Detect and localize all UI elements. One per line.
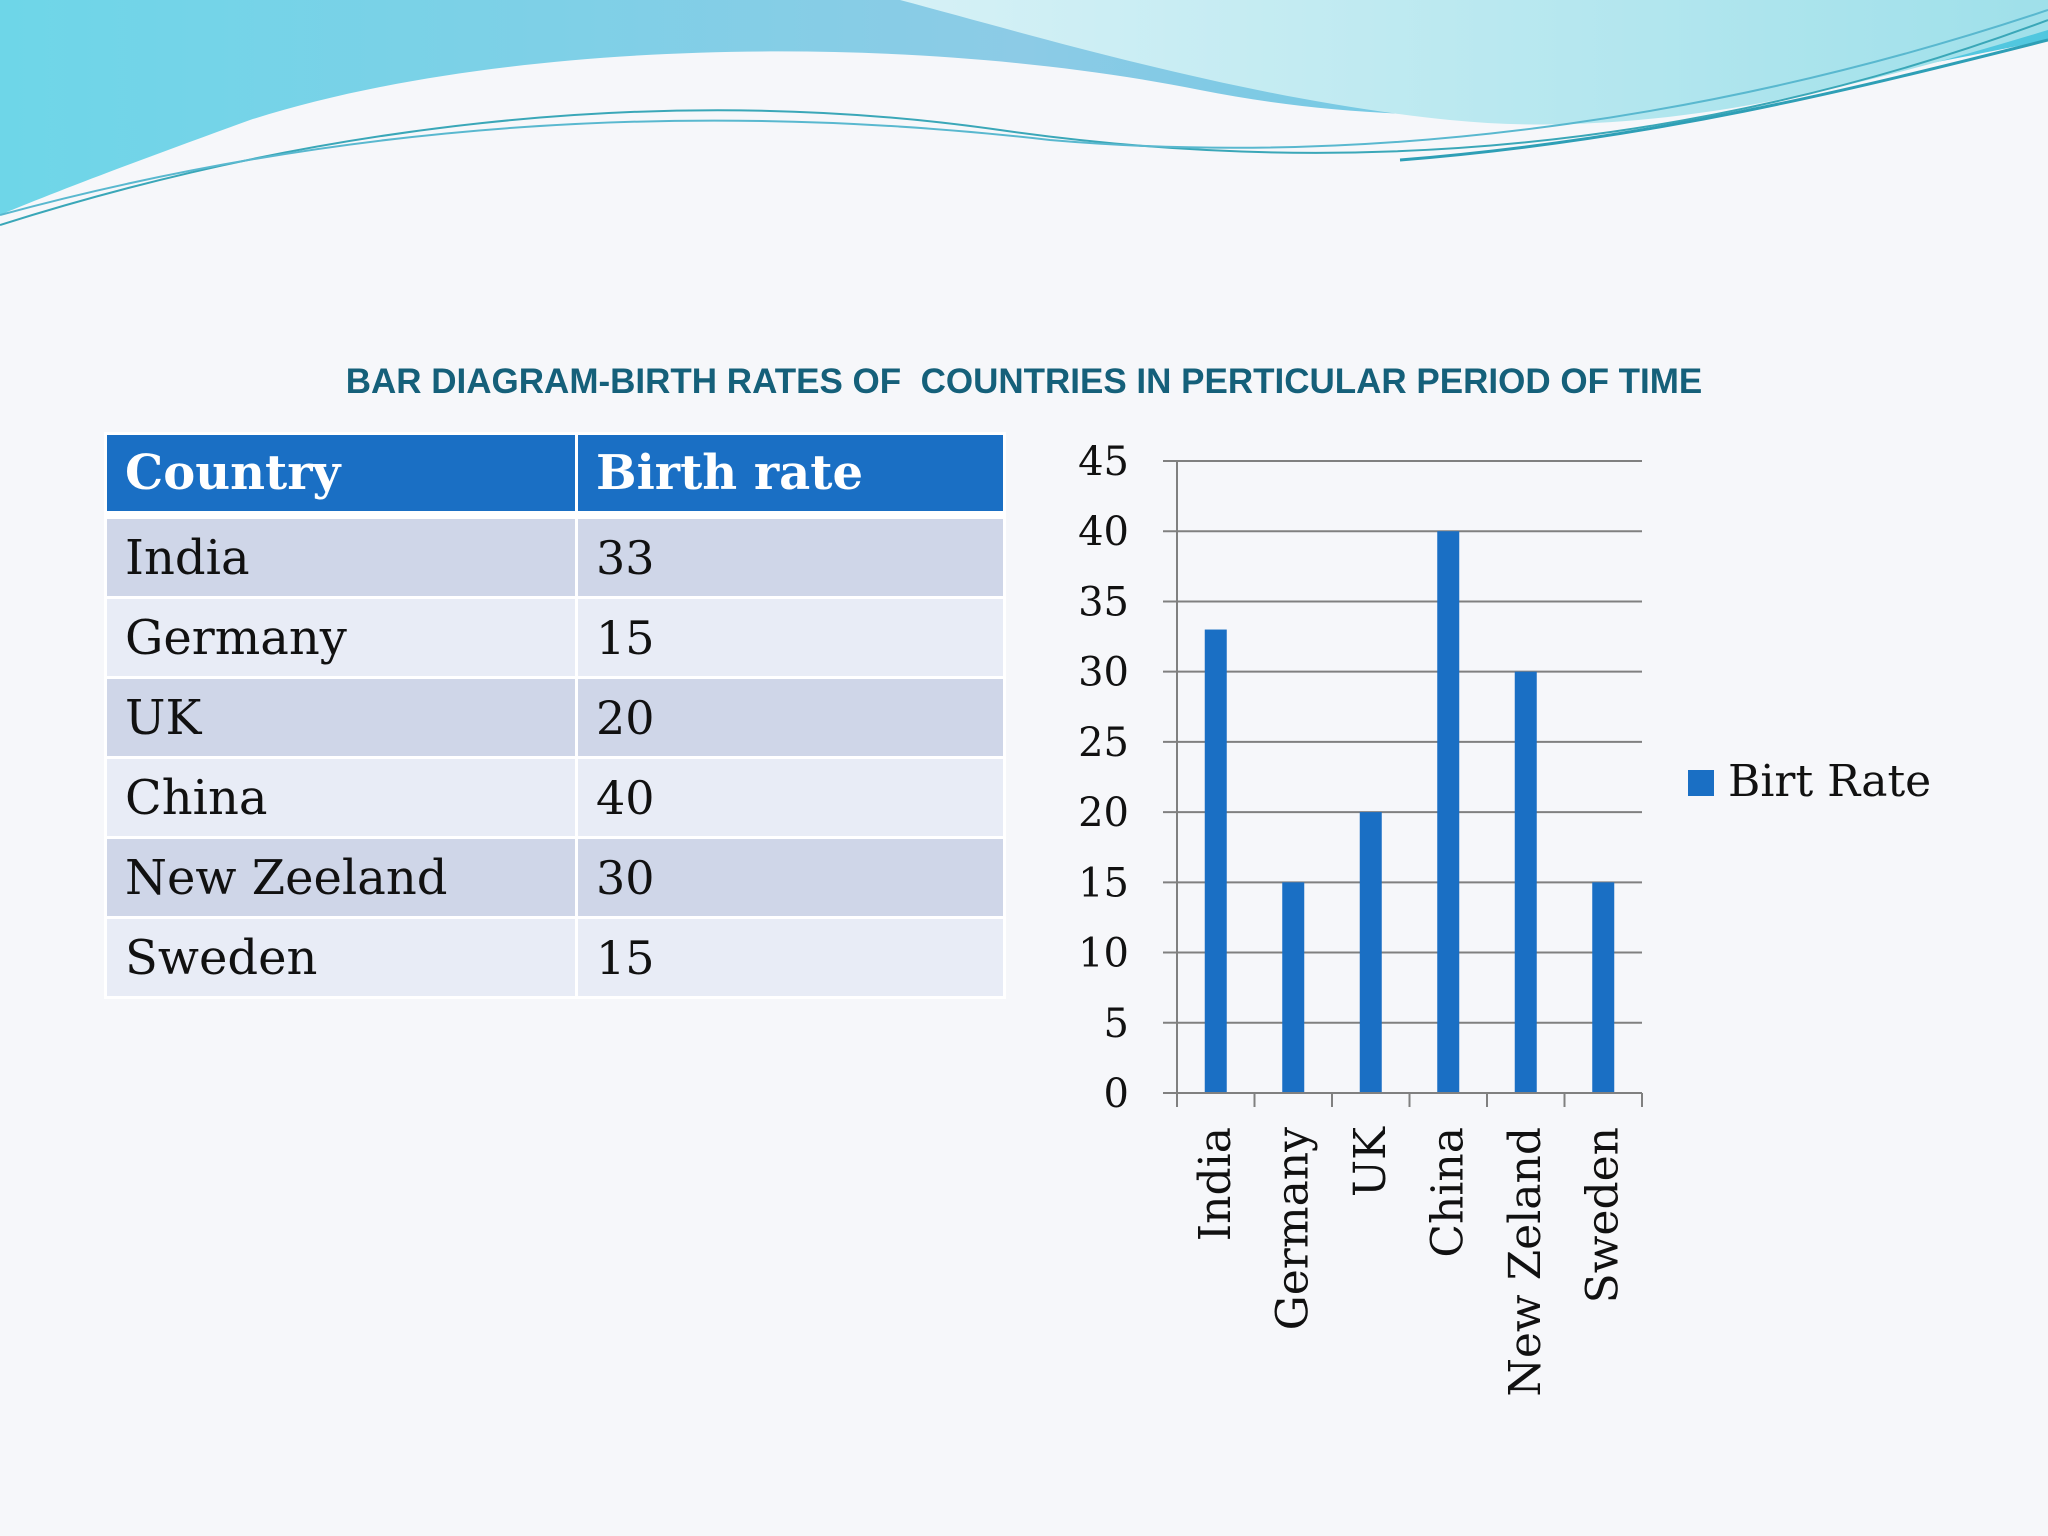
x-tick-label: New Zeland — [1500, 1127, 1551, 1397]
table-row: China 40 — [104, 756, 1006, 839]
y-tick-label: 30 — [1078, 650, 1129, 696]
table-row: UK 20 — [104, 676, 1006, 759]
y-tick-label: 15 — [1078, 860, 1129, 906]
birth-rate-cell: 15 — [575, 596, 1006, 679]
table-row: New Zeeland 30 — [104, 836, 1006, 919]
table-row: Germany 15 — [104, 596, 1006, 679]
table-header-row: Country Birth rate — [104, 432, 1006, 519]
table-row: Sweden 15 — [104, 916, 1006, 999]
x-tick-label: Germany — [1267, 1127, 1318, 1331]
slide-title: BAR DIAGRAM-BIRTH RATES OF COUNTRIES IN … — [345, 362, 1703, 401]
country-cell: China — [104, 756, 578, 839]
x-tick-label: Sweden — [1577, 1127, 1628, 1303]
legend-label: Birt Rate — [1728, 756, 1931, 807]
bar-india — [1204, 629, 1227, 1093]
y-tick-label: 5 — [1104, 1001, 1129, 1047]
country-cell: Germany — [104, 596, 578, 679]
birth-rate-cell: 40 — [575, 756, 1006, 839]
country-cell: Sweden — [104, 916, 578, 999]
country-cell: UK — [104, 676, 578, 759]
y-tick-label: 20 — [1078, 790, 1129, 836]
y-tick-label: 35 — [1078, 579, 1129, 625]
y-tick-label: 0 — [1104, 1071, 1129, 1117]
bar-new-zeland — [1514, 671, 1537, 1093]
legend-swatch — [1688, 770, 1714, 796]
birth-rate-table: Country Birth rate India 33 Germany 15 U… — [104, 432, 1006, 999]
bar-china — [1437, 531, 1460, 1093]
y-tick-label: 10 — [1078, 931, 1129, 977]
y-tick-label: 25 — [1078, 720, 1129, 766]
bar-germany — [1282, 882, 1305, 1093]
y-tick-label: 45 — [1078, 439, 1129, 485]
decorative-wave-header — [0, 0, 2048, 226]
birth-rate-cell: 33 — [575, 513, 1006, 599]
birth-rate-cell: 30 — [575, 836, 1006, 919]
bar-sweden — [1592, 882, 1615, 1093]
column-header-birth-rate: Birth rate — [575, 432, 1006, 519]
table-row: India 33 — [104, 513, 1006, 599]
bar-uk — [1359, 812, 1382, 1093]
x-tick-label: India — [1190, 1127, 1241, 1241]
birth-rate-bar-chart: 0 5 10 15 20 25 30 35 40 45 India Germany UK China New… — [1078, 439, 1931, 1397]
birth-rate-cell: 15 — [575, 916, 1006, 999]
country-cell: India — [104, 513, 578, 599]
column-header-country: Country — [104, 432, 578, 519]
x-tick-label: UK — [1345, 1126, 1396, 1197]
x-tick-label: China — [1422, 1127, 1473, 1258]
country-cell: New Zeeland — [104, 836, 578, 919]
birth-rate-cell: 20 — [575, 676, 1006, 759]
y-tick-label: 40 — [1078, 509, 1129, 555]
